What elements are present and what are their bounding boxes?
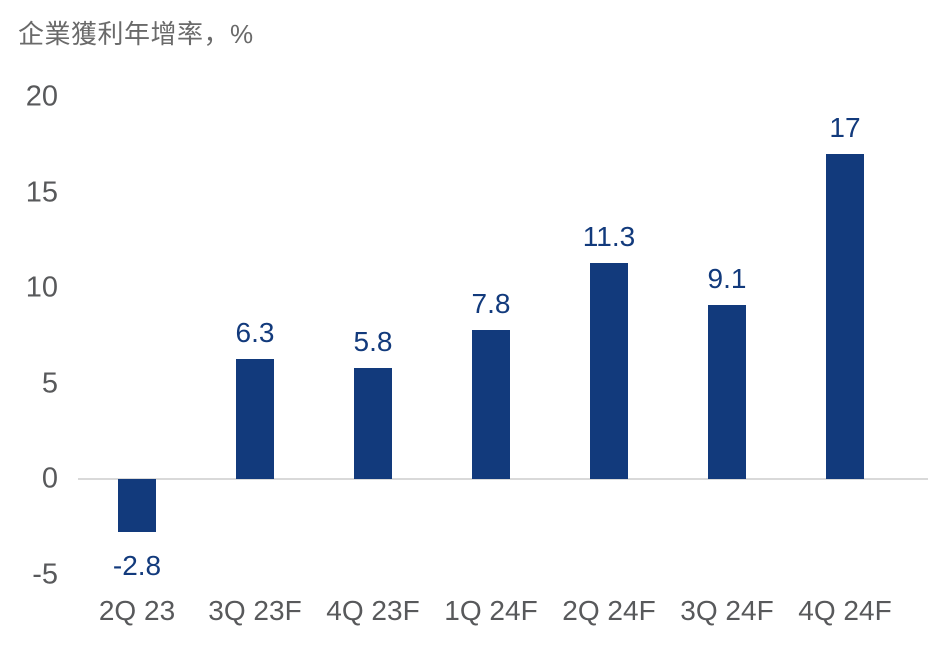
bar-value-label: -2.8 [112,550,162,582]
y-axis-tick-label: 5 [41,367,58,399]
y-axis-tick-label: 10 [25,271,58,304]
y-axis-tick-label: 20 [25,80,58,113]
bar [118,479,156,533]
y-axis-tick-label: -5 [32,558,58,590]
bar [472,330,510,479]
bar [708,305,746,479]
x-axis-category-label: 1Q 24F [444,595,538,626]
x-axis-category-label: 2Q 23 [98,595,176,626]
chart-title: 企業獲利年增率，% [18,19,254,49]
bar-value-label: 7.8 [471,288,511,320]
x-axis-category-label: 3Q 23F [208,595,302,626]
bar [590,263,628,479]
bar [826,154,864,479]
y-axis-tick-label: 15 [25,176,58,208]
bar-value-label: 6.3 [235,316,275,348]
bar [354,368,392,479]
bar-value-label: 17 [829,112,861,144]
y-axis-tick-label: 0 [41,462,58,495]
x-axis-category-label: 4Q 24F [798,595,892,626]
bar-value-label: 9.1 [707,263,747,295]
bar-value-label: 11.3 [582,221,636,253]
x-axis-category-label: 4Q 23F [326,595,420,626]
bar-value-label: 5.8 [353,326,393,358]
zero-axis-line [78,478,928,480]
bar [236,358,274,479]
x-axis-category-label: 3Q 24F [680,595,774,626]
x-axis-category-label: 2Q 24F [562,595,656,626]
